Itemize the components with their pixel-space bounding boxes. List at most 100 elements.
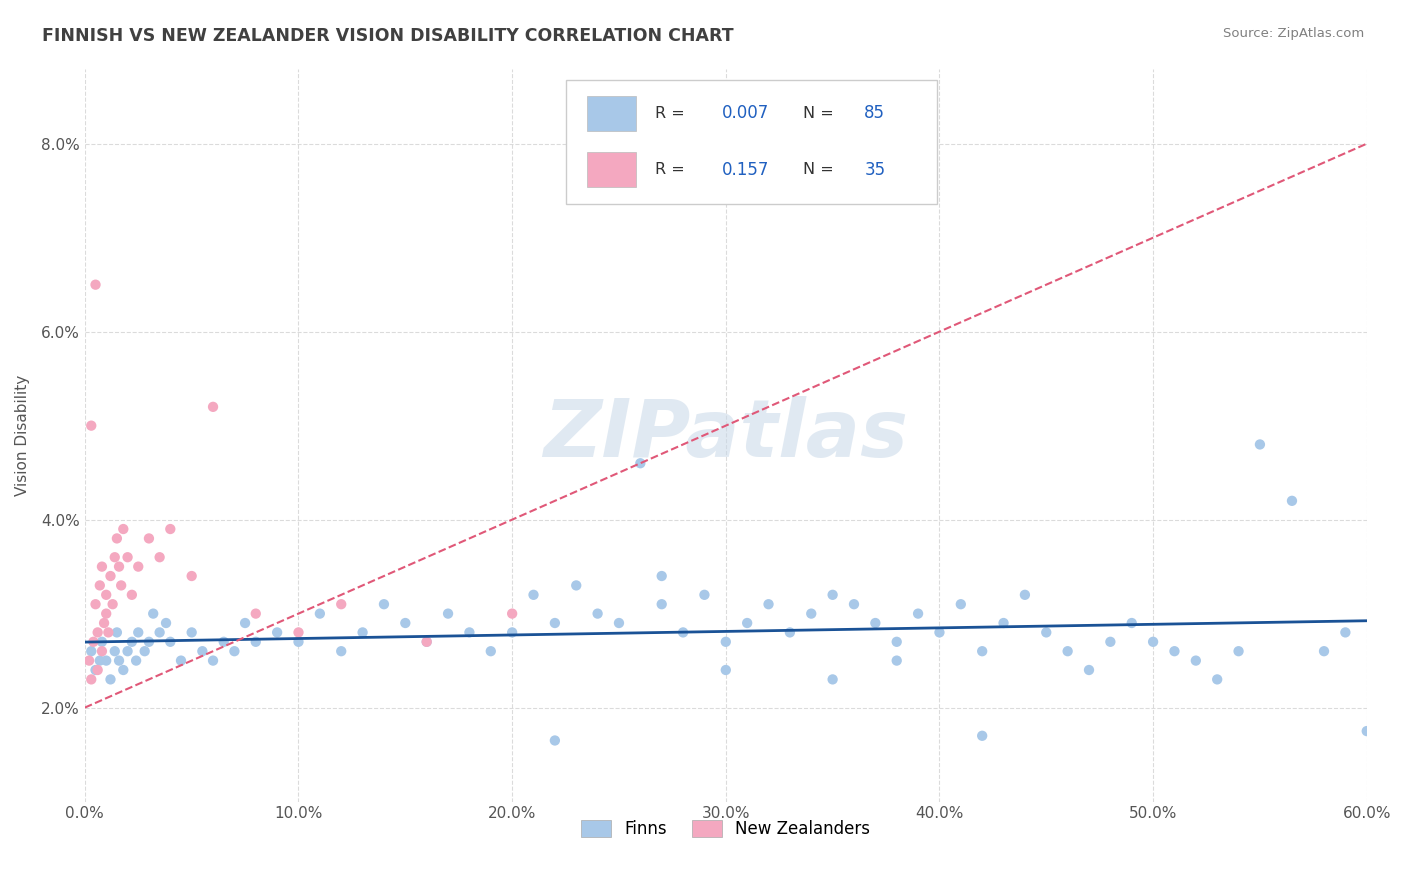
Point xyxy=(501,607,523,621)
Point xyxy=(821,673,844,687)
Point xyxy=(330,644,353,658)
Point xyxy=(1206,673,1229,687)
Point xyxy=(1313,644,1336,658)
Point xyxy=(127,559,149,574)
Point xyxy=(330,597,353,611)
Point xyxy=(373,597,395,611)
Point xyxy=(121,635,143,649)
Text: FINNISH VS NEW ZEALANDER VISION DISABILITY CORRELATION CHART: FINNISH VS NEW ZEALANDER VISION DISABILI… xyxy=(42,27,734,45)
Point xyxy=(112,522,135,536)
Point xyxy=(80,644,103,658)
Point xyxy=(155,615,177,630)
Point xyxy=(84,597,107,611)
Text: ZIPatlas: ZIPatlas xyxy=(543,396,908,474)
Point xyxy=(97,625,120,640)
Point xyxy=(159,522,181,536)
Point xyxy=(93,615,115,630)
Point xyxy=(672,625,695,640)
Point xyxy=(415,635,437,649)
Point xyxy=(586,607,609,621)
Point xyxy=(886,635,908,649)
Point xyxy=(89,654,111,668)
Point xyxy=(1099,635,1122,649)
Point xyxy=(138,532,160,546)
Point xyxy=(693,588,716,602)
Point xyxy=(101,597,124,611)
Point xyxy=(82,635,104,649)
Text: N =: N = xyxy=(803,162,838,178)
Point xyxy=(287,625,309,640)
Point xyxy=(86,663,108,677)
Point xyxy=(96,654,118,668)
Text: N =: N = xyxy=(803,106,838,120)
Point xyxy=(907,607,929,621)
Point xyxy=(245,635,267,649)
Point xyxy=(479,644,502,658)
Point xyxy=(714,663,737,677)
Point xyxy=(972,644,994,658)
Point xyxy=(1185,654,1208,668)
Point xyxy=(544,733,567,747)
Point xyxy=(1014,588,1036,602)
Point xyxy=(308,607,330,621)
Point xyxy=(77,654,100,668)
Point xyxy=(86,625,108,640)
Point xyxy=(121,588,143,602)
Point xyxy=(437,607,460,621)
Point xyxy=(125,654,148,668)
Text: Source: ZipAtlas.com: Source: ZipAtlas.com xyxy=(1223,27,1364,40)
Point xyxy=(224,644,246,658)
Point xyxy=(928,625,950,640)
Text: R =: R = xyxy=(655,162,690,178)
Point xyxy=(1355,724,1378,739)
Point xyxy=(117,644,139,658)
Point xyxy=(993,615,1015,630)
Point xyxy=(127,625,149,640)
Point xyxy=(180,625,202,640)
Point xyxy=(96,607,118,621)
Point xyxy=(714,635,737,649)
Legend: Finns, New Zealanders: Finns, New Zealanders xyxy=(575,813,877,845)
Point xyxy=(202,654,225,668)
Point xyxy=(149,625,172,640)
Point xyxy=(758,597,780,611)
Point xyxy=(266,625,288,640)
Point xyxy=(501,625,523,640)
Point xyxy=(84,663,107,677)
Point xyxy=(544,615,567,630)
Text: 35: 35 xyxy=(865,161,886,178)
Point xyxy=(159,635,181,649)
Point xyxy=(84,277,107,292)
Point xyxy=(842,597,865,611)
Point xyxy=(104,644,127,658)
Point xyxy=(821,588,844,602)
Point xyxy=(105,625,128,640)
Point xyxy=(1035,625,1057,640)
Point xyxy=(607,615,630,630)
Point xyxy=(800,607,823,621)
Point xyxy=(1121,615,1143,630)
Point xyxy=(91,644,114,658)
Point xyxy=(628,456,651,470)
FancyBboxPatch shape xyxy=(565,79,938,204)
Text: R =: R = xyxy=(655,106,690,120)
Point xyxy=(149,550,172,565)
Point xyxy=(105,532,128,546)
Point xyxy=(202,400,225,414)
Point xyxy=(1249,437,1271,451)
Point xyxy=(1334,625,1357,640)
Point xyxy=(134,644,156,658)
Point xyxy=(108,559,131,574)
Bar xyxy=(588,95,636,131)
Point xyxy=(352,625,374,640)
Text: 85: 85 xyxy=(865,104,886,122)
Bar xyxy=(588,153,636,187)
Point xyxy=(972,729,994,743)
Point xyxy=(779,625,801,640)
Point xyxy=(735,615,758,630)
Point xyxy=(89,578,111,592)
Point xyxy=(1281,493,1303,508)
Point xyxy=(138,635,160,649)
Point xyxy=(886,654,908,668)
Point xyxy=(117,550,139,565)
